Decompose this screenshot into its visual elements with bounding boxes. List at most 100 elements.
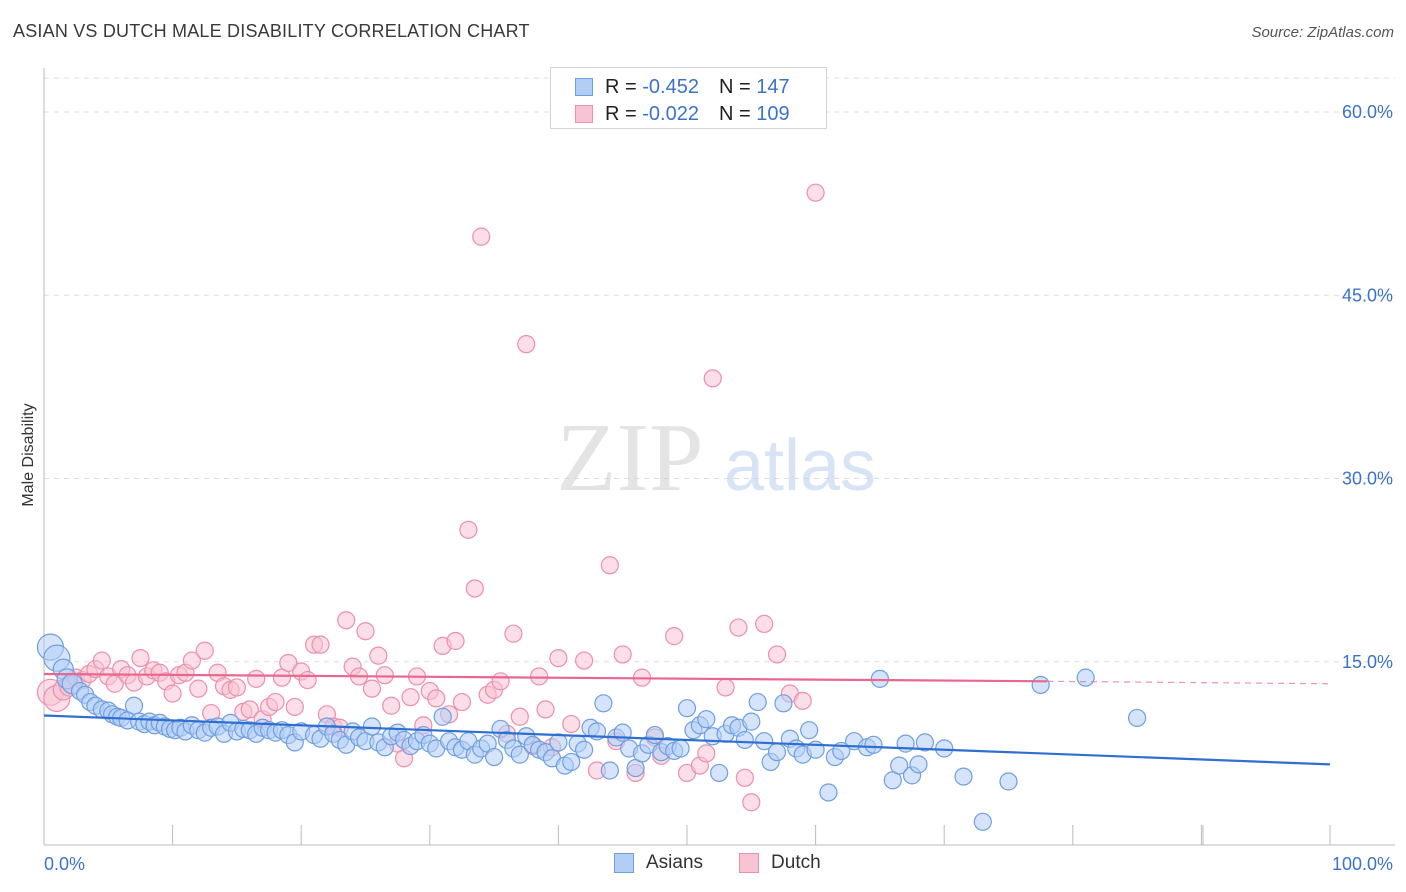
asian-point	[697, 710, 716, 729]
legend-item-dutch[interactable]: Dutch	[739, 852, 821, 874]
asian-point	[600, 761, 619, 780]
asian-point	[954, 767, 973, 786]
dutch-point	[446, 631, 465, 651]
asian-point	[433, 707, 452, 726]
dutch-point	[356, 622, 375, 641]
asian-point	[710, 763, 729, 783]
asian-point	[1127, 708, 1147, 728]
dutch-point	[767, 645, 787, 664]
dutch-point	[298, 670, 317, 690]
dutch-point	[92, 651, 111, 670]
watermark-zip: ZIP	[557, 404, 704, 512]
dutch-point	[465, 579, 484, 598]
correlation-legend: R = -0.452 N = 147 R = -0.022 N = 109	[550, 67, 827, 129]
dutch-n-label: N =	[718, 102, 751, 125]
asian-point	[973, 812, 992, 831]
asian-point	[774, 694, 793, 713]
y-tick-label: 45.0%	[1342, 285, 1393, 305]
asians-legend-swatch	[614, 853, 634, 873]
asian-points	[36, 633, 1147, 831]
asian-point	[549, 733, 568, 752]
asian-point	[800, 721, 819, 740]
dutch-legend-label: Dutch	[771, 852, 821, 873]
dutch-point	[697, 744, 716, 763]
asian-point	[575, 740, 594, 759]
asian-point	[594, 694, 613, 713]
asian-point	[819, 783, 838, 802]
asians-swatch	[575, 78, 593, 96]
watermark: ZIP atlas	[557, 404, 877, 512]
asians-n-label: N =	[718, 75, 751, 98]
y-tick-label: 60.0%	[1342, 102, 1393, 122]
source-label: Source: ZipAtlas.com	[1251, 24, 1394, 41]
dutch-point	[613, 645, 632, 664]
dutch-point	[369, 646, 388, 665]
dutch-point	[247, 669, 266, 688]
dutch-point	[600, 556, 619, 575]
dutch-point	[729, 618, 748, 637]
dutch-point	[182, 651, 201, 670]
dutch-point	[472, 227, 491, 246]
dutch-point	[427, 689, 446, 708]
asians-r-label: R =	[605, 75, 637, 98]
asians-legend-label: Asians	[646, 852, 704, 873]
trend-lines	[43, 672, 1331, 766]
legend-item-asians[interactable]: Asians	[614, 852, 703, 874]
dutch-point	[530, 667, 549, 686]
asians-n-value: 147	[756, 75, 790, 98]
dutch-swatch	[575, 105, 593, 123]
dutch-point	[504, 624, 523, 643]
dutch-point	[742, 793, 761, 812]
dutch-point	[279, 653, 298, 673]
dutch-point	[575, 651, 594, 670]
asian-point	[362, 717, 382, 736]
dutch-point	[163, 684, 182, 703]
dutch-point	[459, 520, 478, 539]
asian-point	[870, 669, 890, 688]
dutch-point	[665, 627, 684, 646]
asian-point	[767, 743, 787, 762]
dutch-point	[375, 666, 394, 685]
chart-title: ASIAN VS DUTCH MALE DISABILITY CORRELATI…	[13, 21, 530, 41]
asian-point	[755, 732, 774, 751]
dutch-point	[703, 369, 722, 388]
tick-labels: 15.0% 30.0% 45.0% 60.0% 0.0% 100.0%	[44, 102, 1393, 874]
dutch-point	[510, 707, 529, 726]
dutch-point	[266, 692, 285, 712]
asian-point	[677, 699, 697, 718]
asian-point	[124, 696, 144, 715]
dutch-r-label: R =	[605, 102, 637, 125]
dutch-point	[716, 678, 735, 697]
asian-point	[1076, 668, 1095, 687]
asian-point	[671, 739, 690, 758]
dutch-point	[755, 614, 774, 633]
dutch-point	[735, 768, 754, 787]
x-tick-label: 0.0%	[44, 854, 85, 874]
legend-row-dutch: R = -0.022 N = 109	[575, 102, 790, 126]
asian-point	[1031, 675, 1050, 695]
axes	[43, 68, 1395, 846]
y-tick-label: 30.0%	[1342, 469, 1393, 489]
dutch-point	[337, 611, 356, 630]
legend-row-asians: R = -0.452 N = 147	[575, 75, 790, 99]
asian-point	[510, 745, 529, 764]
dutch-point	[491, 672, 510, 691]
asian-trend-line	[43, 714, 1331, 766]
asian-point	[562, 752, 581, 772]
dutch-point	[382, 696, 401, 715]
asian-point	[742, 712, 761, 731]
dutch-point	[793, 691, 812, 710]
dutch-n-value: 109	[756, 102, 790, 125]
asian-point	[748, 692, 767, 712]
dutch-point	[401, 688, 420, 707]
dutch-trend-extension	[1047, 680, 1331, 685]
grid-lines	[44, 77, 1395, 663]
asian-point	[915, 733, 935, 752]
dutch-point	[562, 714, 581, 734]
dutch-point	[189, 679, 208, 698]
dutch-point	[536, 700, 555, 719]
watermark-atlas: atlas	[724, 426, 876, 506]
dutch-point	[195, 641, 214, 660]
asian-point	[909, 755, 928, 774]
